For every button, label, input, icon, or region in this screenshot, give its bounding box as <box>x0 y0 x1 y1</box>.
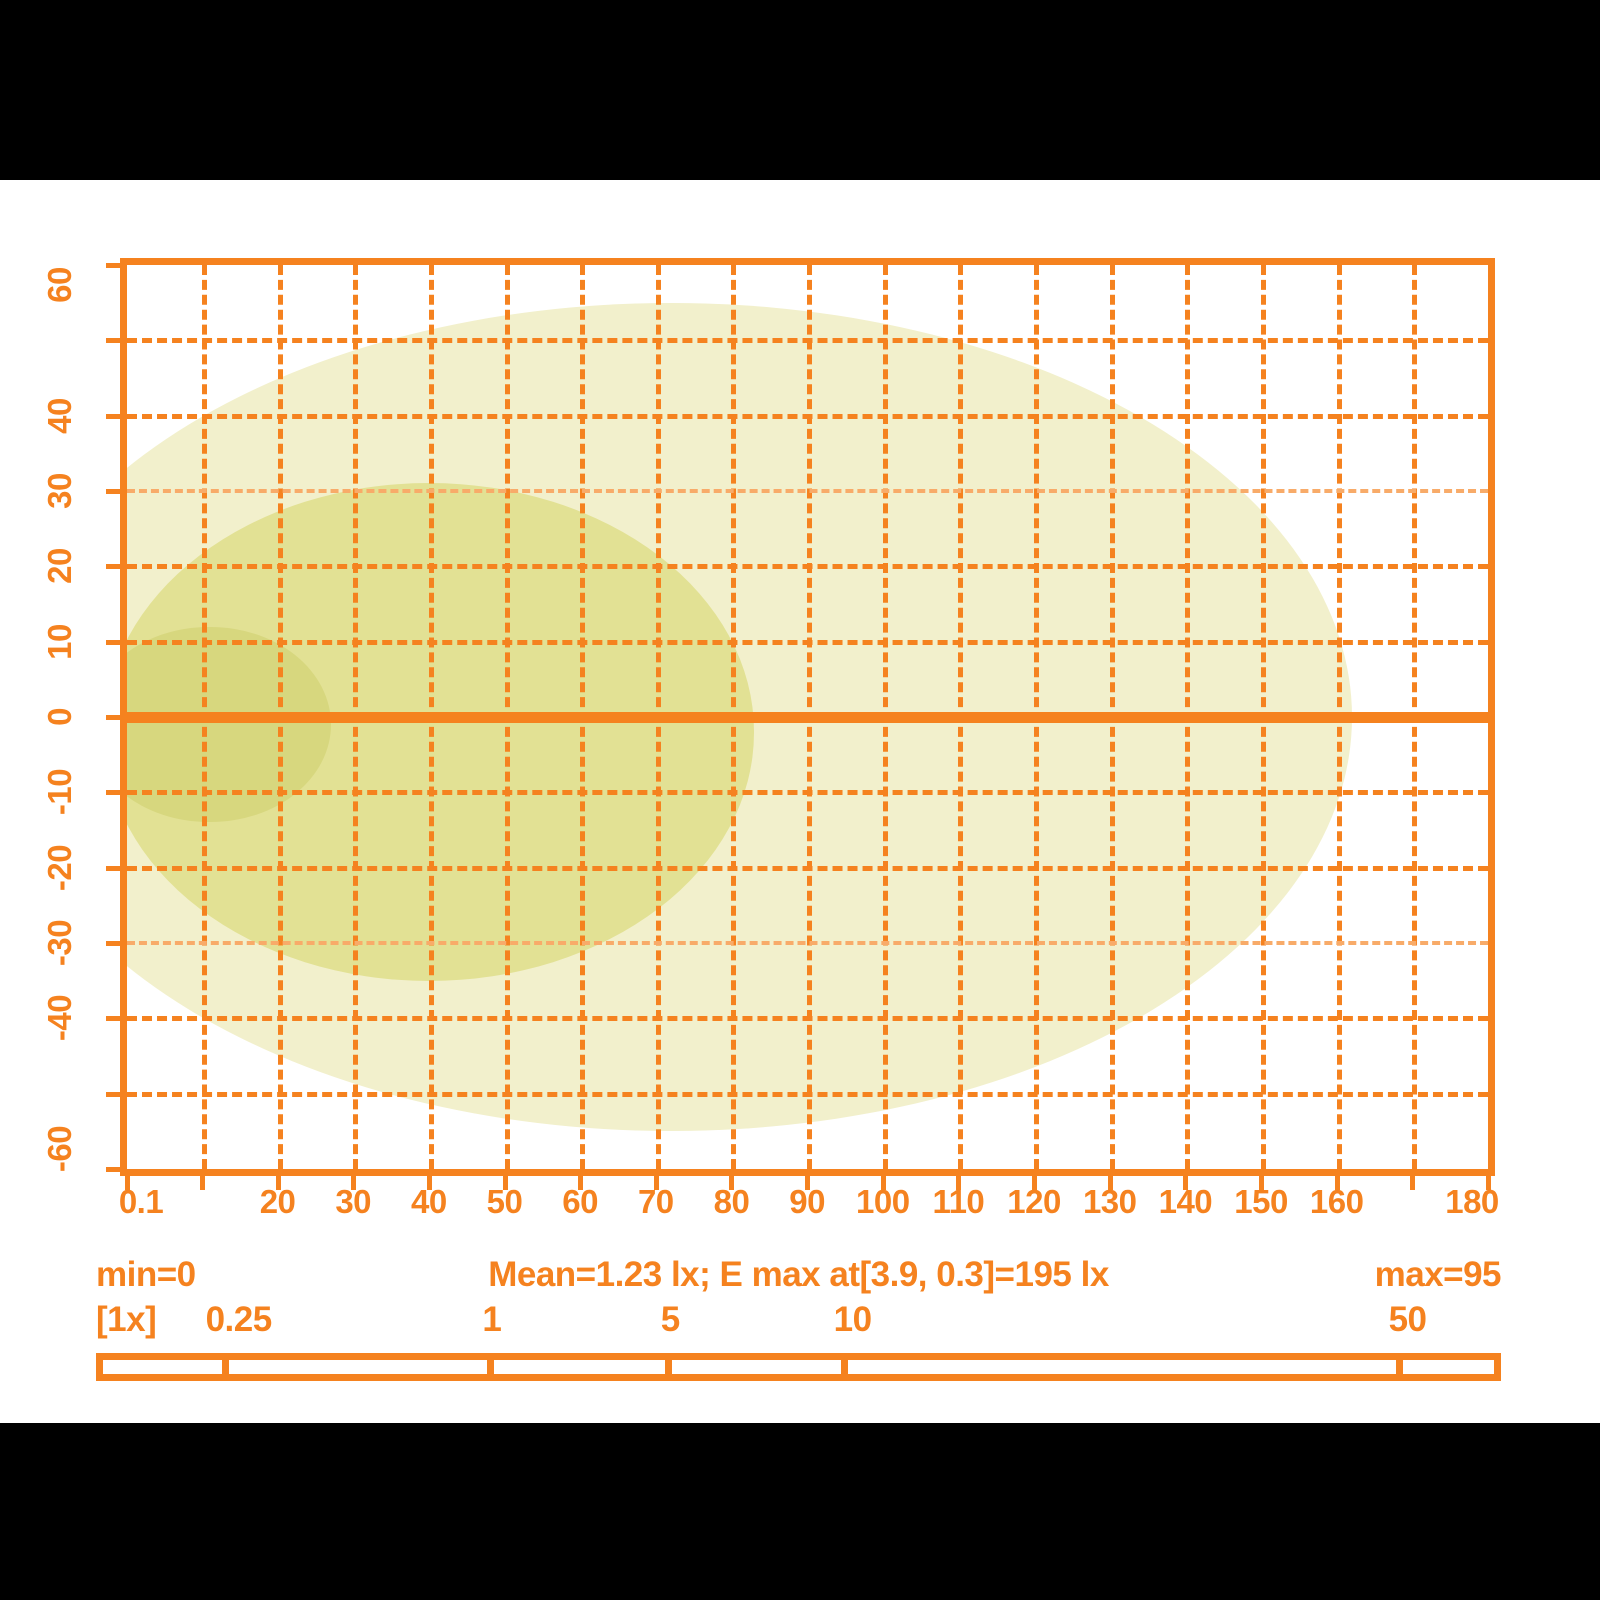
x-axis-tick-label: 0.1 <box>118 1183 164 1220</box>
legend-divider <box>840 1360 848 1374</box>
x-axis-tick-label: 120 <box>1007 1183 1061 1220</box>
y-tick-mark <box>106 639 120 645</box>
y-axis-tick-label: 10 <box>41 623 78 660</box>
x-tick-mark <box>1334 1176 1340 1190</box>
y-axis-tick-label: -40 <box>41 995 78 1042</box>
gridline-vertical <box>1412 265 1418 1169</box>
x-tick-mark <box>1486 1176 1491 1190</box>
x-tick-mark <box>578 1176 584 1190</box>
y-axis-tick-label: 20 <box>41 548 78 585</box>
y-tick-mark <box>106 1016 120 1022</box>
plot-inner <box>127 265 1488 1169</box>
mean-emax-label: Mean=1.23 lx; E max at[3.9, 0.3]=195 lx <box>488 1255 1109 1294</box>
y-axis-tick-label: -20 <box>41 844 78 891</box>
x-tick-mark <box>426 1176 432 1190</box>
x-tick-mark <box>275 1176 281 1190</box>
x-tick-mark <box>1183 1176 1189 1190</box>
y-tick-mark <box>106 564 120 570</box>
y-axis-tick-label: -10 <box>41 769 78 816</box>
x-tick-mark <box>729 1176 735 1190</box>
legend-scale: [1x] 0.25 1 5 10 50 <box>96 1300 1501 1390</box>
x-tick-mark <box>880 1176 886 1190</box>
x-axis-tick-label: 50 <box>486 1183 523 1220</box>
legend-divider <box>486 1360 494 1374</box>
statistics-row: min=0 Mean=1.23 lx; E max at[3.9, 0.3]=1… <box>96 1255 1502 1299</box>
x-axis-tick-label: 100 <box>855 1183 910 1220</box>
x-tick-mark <box>502 1176 508 1190</box>
y-tick-mark <box>106 338 120 344</box>
legend-tick-label: 50 <box>1388 1300 1427 1339</box>
y-tick-mark <box>106 715 120 720</box>
legend-bar <box>96 1353 1501 1381</box>
x-axis-tick-label: 60 <box>562 1183 599 1220</box>
x-axis-tick-label: 30 <box>335 1183 372 1220</box>
legend-divider <box>222 1360 230 1374</box>
x-axis-tick-label: 40 <box>410 1183 447 1220</box>
legend-tick-label: 1 <box>482 1300 502 1339</box>
max-value-label: max=95 <box>1374 1255 1502 1294</box>
x-axis-tick-label: 180 <box>1445 1183 1499 1220</box>
x-axis-tick-label: 150 <box>1234 1183 1288 1220</box>
x-tick-mark <box>1410 1176 1416 1190</box>
x-tick-mark <box>1032 1176 1038 1190</box>
y-axis-tick-label: 30 <box>41 473 78 509</box>
x-tick-mark <box>351 1176 357 1190</box>
x-axis-tick-label: 80 <box>713 1183 750 1220</box>
y-axis-tick-label: 60 <box>41 267 78 303</box>
y-tick-mark <box>106 790 120 796</box>
legend-unit-label: [1x] <box>96 1300 157 1339</box>
y-tick-mark <box>106 1167 120 1172</box>
legend-tick-label: 5 <box>660 1300 680 1339</box>
y-axis-tick-label: 0 <box>41 708 78 726</box>
legend-tick-label: 0.25 <box>205 1300 273 1339</box>
isolux-region-high <box>127 626 331 823</box>
x-axis-tick-label: 20 <box>259 1183 296 1220</box>
min-value-label: min=0 <box>96 1255 196 1294</box>
y-tick-mark <box>106 865 120 871</box>
x-tick-mark <box>1107 1176 1113 1190</box>
plot-area <box>120 258 1495 1176</box>
y-axis-tick-label: -30 <box>41 919 78 967</box>
legend-divider <box>1395 1360 1403 1374</box>
x-tick-mark <box>1259 1176 1265 1190</box>
y-tick-mark <box>106 413 120 419</box>
y-tick-mark <box>106 1091 120 1097</box>
x-tick-mark <box>653 1176 659 1190</box>
x-axis-tick-label: 110 <box>932 1183 985 1220</box>
x-tick-mark <box>199 1176 205 1190</box>
legend-divider <box>665 1360 673 1374</box>
x-axis-tick-label: 130 <box>1082 1183 1137 1220</box>
y-axis-tick-label: 40 <box>41 397 78 434</box>
x-axis-tick-label: 160 <box>1309 1183 1364 1220</box>
x-tick-mark <box>805 1176 811 1190</box>
x-axis-tick-label: 140 <box>1158 1183 1213 1220</box>
y-axis-tick-label: -60 <box>41 1125 78 1173</box>
x-tick-mark <box>956 1176 962 1190</box>
y-tick-mark <box>106 263 120 268</box>
x-axis-tick-label: 90 <box>789 1183 825 1220</box>
chart-canvas: 0.1 20 30 40 50 60 70 80 90 100 110 120 130 140 150 160… <box>0 180 1600 1423</box>
x-axis-tick-label: 70 <box>637 1183 674 1220</box>
y-tick-mark <box>106 489 120 494</box>
legend-tick-label: 10 <box>833 1300 872 1339</box>
x-tick-mark <box>125 1176 130 1190</box>
y-tick-mark <box>106 941 120 946</box>
